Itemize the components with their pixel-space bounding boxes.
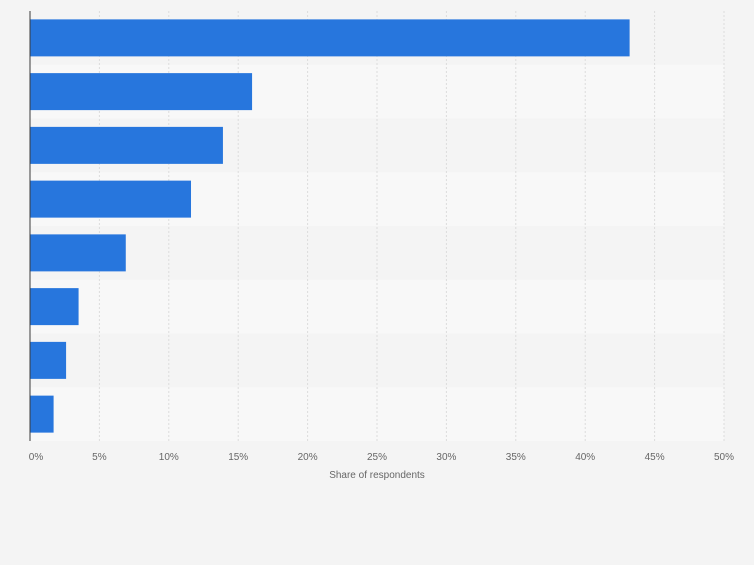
x-tick-label: 30% xyxy=(436,452,456,463)
x-tick-label: 10% xyxy=(159,452,179,463)
x-tick-label: 50% xyxy=(714,452,734,463)
bars xyxy=(30,19,630,433)
x-tick-label: 0% xyxy=(29,452,44,463)
bar xyxy=(30,19,630,57)
bar xyxy=(30,395,54,433)
x-axis-title: Share of respondents xyxy=(329,470,425,481)
x-tick-label: 15% xyxy=(228,452,248,463)
bar xyxy=(30,341,67,379)
x-tick-label: 5% xyxy=(92,452,107,463)
x-tick-label: 40% xyxy=(575,452,595,463)
x-axis-ticks: 0% 5% 10% 15% 20% 25% 30% 35% 40% 45% 50% xyxy=(29,452,734,463)
x-tick-label: 25% xyxy=(367,452,387,463)
bar xyxy=(30,126,223,164)
x-tick-label: 20% xyxy=(298,452,318,463)
bar xyxy=(30,234,126,272)
bar xyxy=(30,180,192,218)
bar xyxy=(30,288,79,326)
x-tick-label: 45% xyxy=(645,452,665,463)
bar xyxy=(30,73,253,111)
x-tick-label: 35% xyxy=(506,452,526,463)
